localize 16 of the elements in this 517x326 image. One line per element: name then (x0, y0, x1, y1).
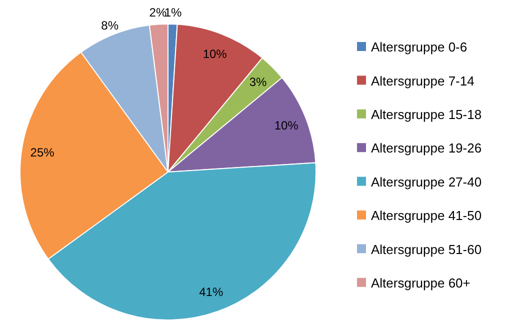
legend-label: Altersgruppe 60+ (371, 275, 470, 290)
legend-label: Altersgruppe 27-40 (371, 174, 482, 190)
data-label: 10% (274, 118, 299, 132)
legend-label: Altersgruppe 7-14 (371, 73, 474, 88)
data-label: 2% (149, 6, 167, 20)
data-label: 1% (164, 5, 182, 20)
data-label: 3% (249, 75, 268, 90)
data-label: 10% (202, 46, 228, 61)
legend-label: Altersgruppe 15-18 (371, 106, 482, 122)
data-label: 8% (101, 18, 119, 32)
data-label: 25% (30, 145, 55, 160)
legend-label: Altersgruppe 51-60 (371, 242, 482, 257)
data-label: 41% (199, 284, 224, 299)
legend-label: Altersgruppe 19-26 (371, 140, 482, 156)
legend-label: Altersgruppe 0-6 (371, 40, 468, 55)
legend-label: Altersgruppe 41-50 (371, 208, 482, 224)
